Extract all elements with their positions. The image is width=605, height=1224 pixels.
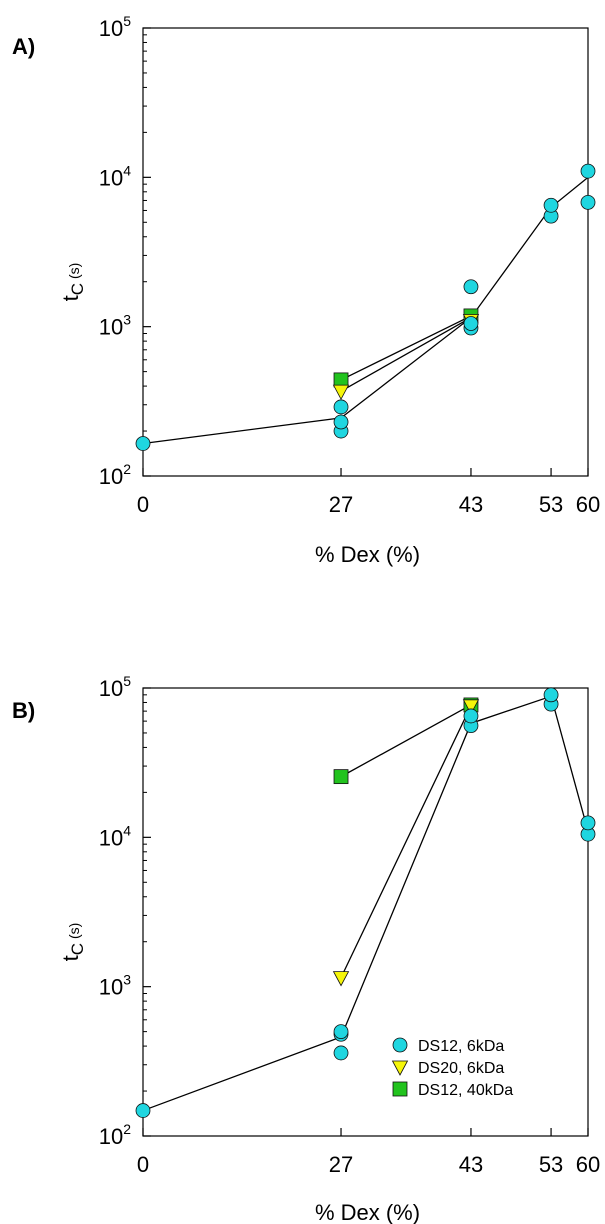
panel-a-x-tick-label: 53 [539, 492, 563, 517]
panel-a-series-0-point [580, 194, 596, 210]
panel-b-series-1-line [340, 705, 472, 978]
panel-a-y-tick-label: 102 [99, 461, 131, 489]
panel-a-series-0-point [463, 316, 479, 331]
panel-b-series-0-point [543, 687, 559, 703]
panel-b-y-tick-label: 104 [99, 822, 131, 850]
panel-b-x-tick-label: 60 [576, 1152, 600, 1177]
panel-b-series-2-point [333, 769, 349, 785]
panel-b-series-1-point [462, 699, 480, 715]
panel-b-legend: DS12, 6kDa DS20, 6kDa DS12, 40kDa [391, 1037, 513, 1099]
legend-marker [391, 1060, 409, 1076]
panel-b-x-tick-label: 0 [137, 1152, 149, 1177]
panel-a-series-1-point [332, 384, 350, 400]
panel-a-x-tick-label: 43 [459, 492, 483, 517]
panel-a-label: A) [12, 34, 35, 59]
panel-a-x-tick-label: 60 [576, 492, 600, 517]
panel-a-plot-frame [142, 27, 589, 477]
legend-label: DS12, 40kDa [418, 1082, 513, 1099]
panel-a-series-0-point [580, 163, 596, 179]
legend-marker [392, 1037, 408, 1053]
panel-b-label: B) [12, 698, 35, 723]
legend-label: DS12, 6kDa [418, 1038, 504, 1055]
panel-b-y-axis-title: tC (s) [58, 923, 87, 962]
panel-b-plot-frame [142, 687, 589, 1137]
legend-marker [392, 1081, 408, 1097]
panel-a-series-0-point [463, 279, 479, 295]
panel-b-series-1-point [332, 971, 350, 987]
panel-a-chart: A) 102 103 104 105 0 27 43 53 60 % Dex (%) tC (s) [12, 13, 600, 567]
panel-b-series-0-point [333, 1045, 349, 1061]
panel-b-series-0-line [142, 695, 589, 1112]
legend-label: DS20, 6kDa [418, 1060, 504, 1077]
panel-b-chart: B) 102 103 104 105 0 27 43 53 60 % Dex (%) tC (s) DS… [12, 673, 600, 1224]
panel-a-x-tick-label: 27 [329, 492, 353, 517]
panel-a-series-2-line [340, 315, 472, 381]
panel-a-series-1-line [340, 317, 472, 392]
panel-b-series-0-point [463, 708, 479, 724]
panel-a-x-tick-label: 0 [137, 492, 149, 517]
panel-b-x-tick-label: 43 [459, 1152, 483, 1177]
panel-b-series-0-point [135, 1103, 151, 1118]
panel-b-series-2-line [340, 704, 472, 778]
panel-a-series-0-point [135, 436, 151, 451]
panel-a-y-axis-title: tC (s) [58, 263, 87, 302]
panel-b-y-tick-label: 102 [99, 1121, 131, 1149]
panel-b-x-tick-label: 27 [329, 1152, 353, 1177]
panel-a-y-tick-label: 105 [99, 13, 131, 41]
panel-b-y-tick-label: 103 [99, 972, 131, 1000]
panel-a-series-0-point [333, 414, 349, 430]
panel-a-y-tick-label: 104 [99, 162, 131, 190]
panel-b-x-tick-label: 53 [539, 1152, 563, 1177]
panel-a-x-axis-title: % Dex (%) [315, 542, 420, 567]
panel-a-series-0-point [333, 399, 349, 415]
panel-b-y-tick-label: 105 [99, 673, 131, 701]
panel-a-series-0-line [142, 176, 589, 445]
panel-a-y-tick-label: 103 [99, 312, 131, 340]
panel-a-series-0-point [543, 197, 559, 213]
panel-b-series-0-point [333, 1024, 349, 1040]
panel-b-series-0-point [580, 815, 596, 831]
panel-b-x-axis-title: % Dex (%) [315, 1200, 420, 1224]
